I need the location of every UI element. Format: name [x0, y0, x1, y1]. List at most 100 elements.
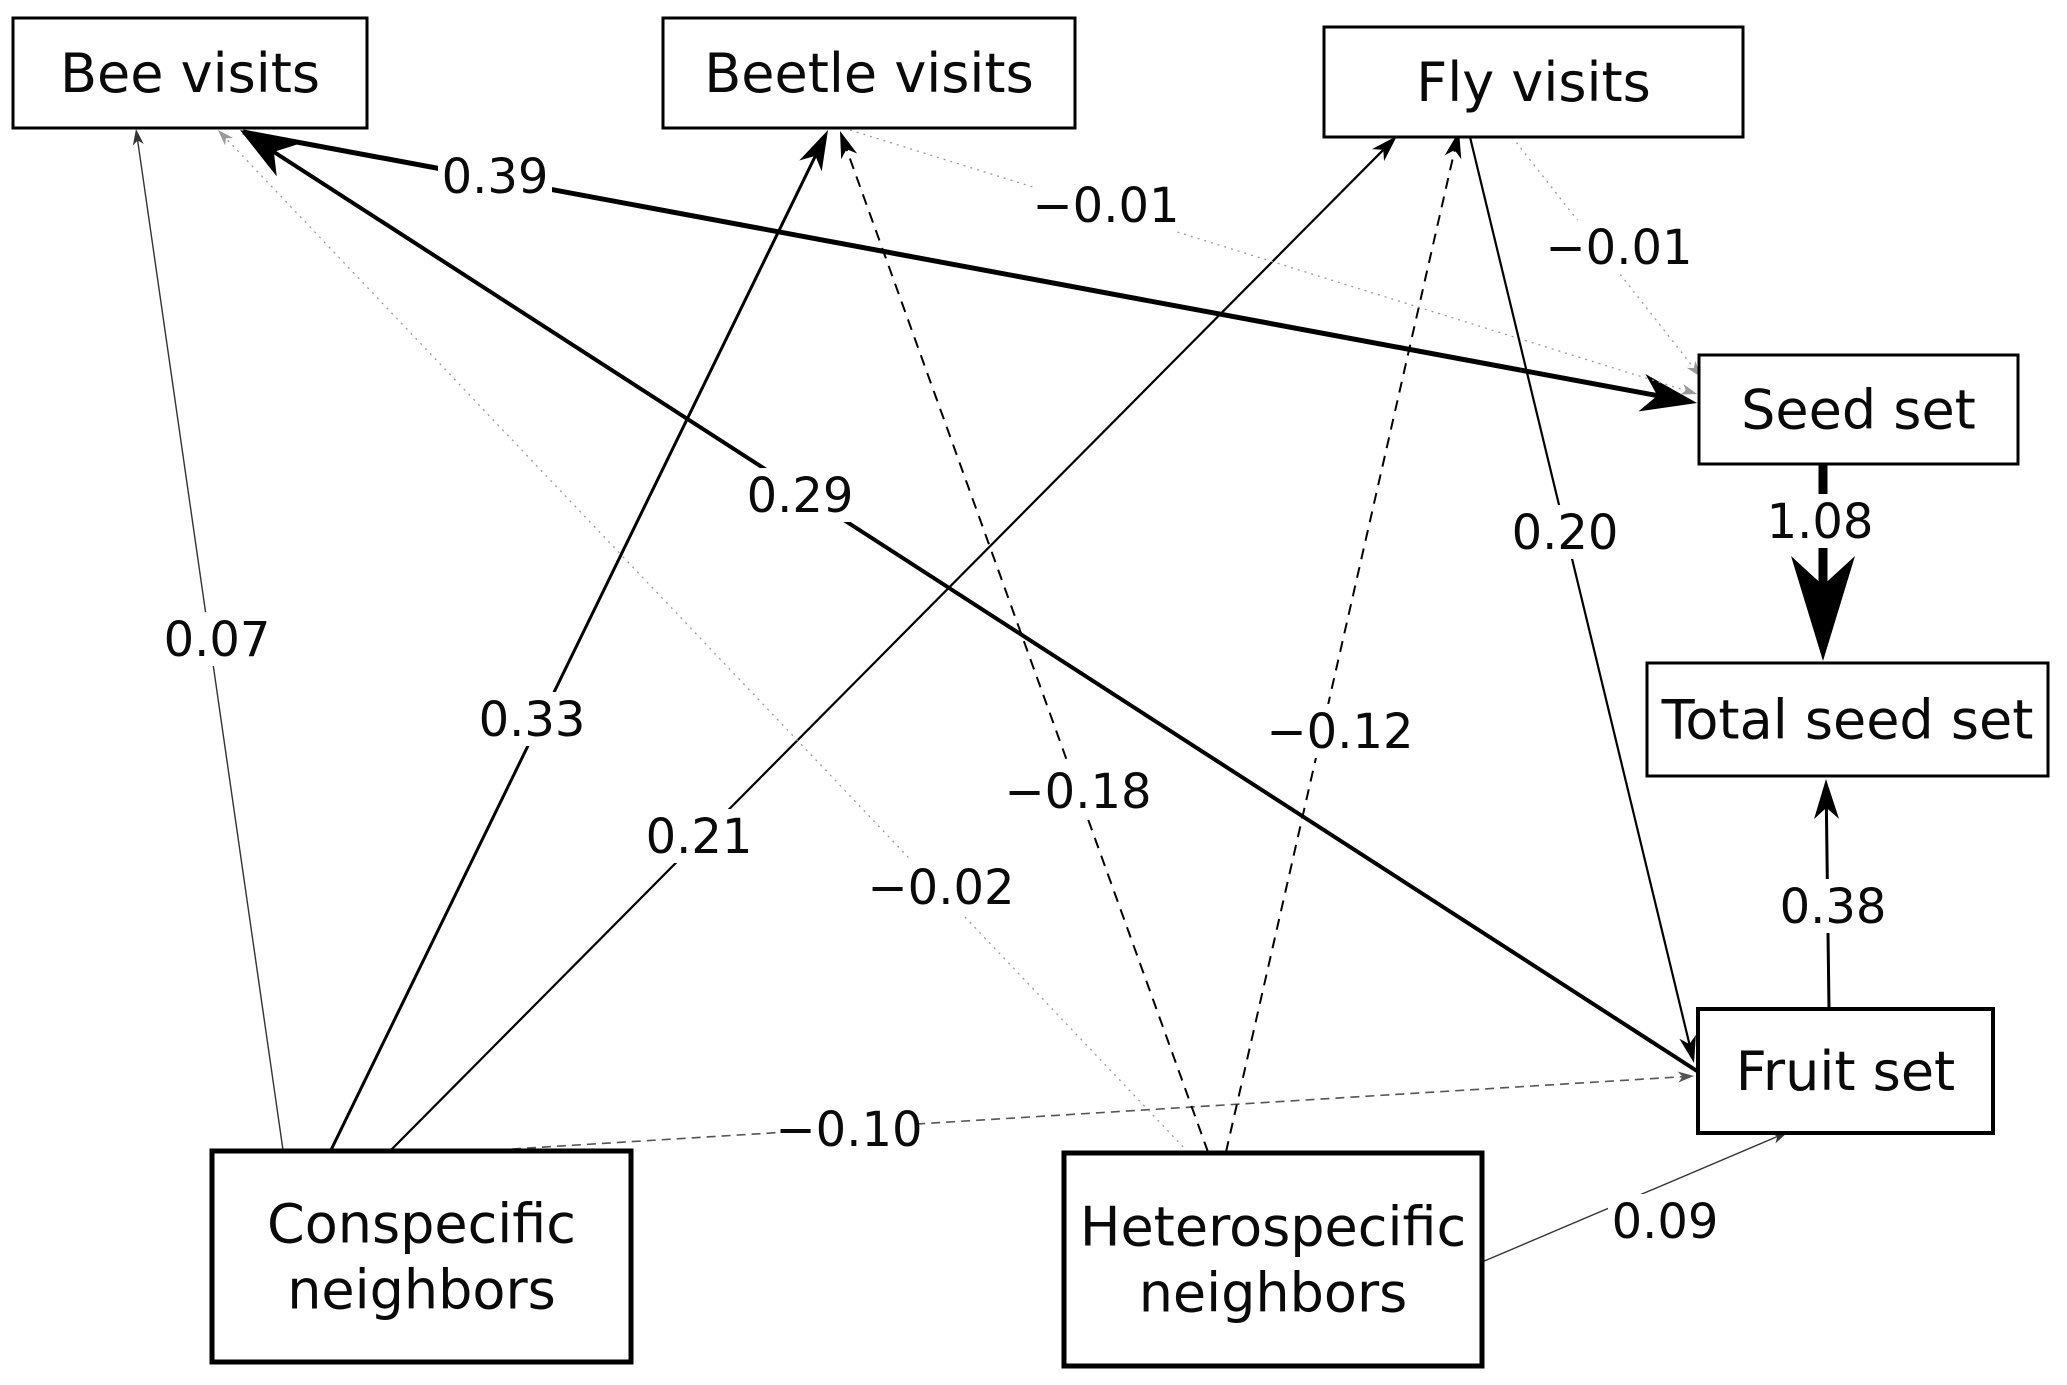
edge-beetle-to-seed	[849, 129, 1697, 395]
node-seed-set-label: Seed set	[1741, 379, 1976, 442]
node-fruit-set-box	[1696, 1007, 1995, 1135]
edge-fruit-to-bee-label-bg	[743, 468, 857, 522]
node-conspecific-neighbors-box	[209, 1148, 634, 1365]
edge-conspecific-to-beetle-value: 0.33	[479, 692, 586, 748]
node-heterospecific-neighbors-label-line2: neighbors	[1139, 1262, 1408, 1325]
node-total-seed-set: Total seed set	[1645, 661, 2050, 778]
edge-conspecific-to-bee-arrowhead	[132, 129, 144, 146]
edge-bee-to-seed-value: 0.39	[442, 149, 549, 205]
edge-fruit-to-bee-label: 0.29	[743, 468, 857, 524]
edge-conspecific-to-beetle	[329, 130, 828, 1151]
edge-fruit-to-total-label: 0.38	[1776, 879, 1890, 935]
edge-heterospecific-to-beetle-line	[845, 148, 1209, 1153]
node-fly-visits-box	[1322, 25, 1745, 139]
edge-beetle-to-seed-arrowhead	[1680, 383, 1697, 395]
edge-conspecific-to-beetle-line	[329, 154, 818, 1151]
edge-fly-to-seed-label-bg	[1549, 220, 1689, 274]
edge-fruit-to-total-label-bg	[1776, 879, 1890, 933]
edge-conspecific-to-bee-label: 0.07	[160, 612, 274, 668]
edge-heterospecific-to-fruit-value: 0.09	[1612, 1194, 1719, 1250]
node-beetle-visits-box	[661, 16, 1077, 130]
node-total-seed-set-label: Total seed set	[1661, 689, 2034, 752]
edge-seed-to-total-label: 1.08	[1763, 494, 1877, 550]
node-heterospecific-neighbors-box	[1061, 1150, 1485, 1369]
edge-seed-to-total-label-bg	[1763, 494, 1877, 548]
edge-beetle-to-seed-value: −0.01	[1032, 178, 1179, 234]
edge-conspecific-to-fly-label: 0.21	[642, 809, 756, 865]
edge-bee-to-seed-label-bg	[438, 149, 552, 203]
edge-fly-to-fruit-arrowhead	[1679, 1034, 1696, 1063]
edge-heterospecific-to-bee	[218, 130, 1189, 1153]
edge-heterospecific-to-beetle-arrowhead	[840, 131, 858, 160]
edge-fly-to-seed-label: −0.01	[1545, 220, 1693, 276]
edge-conspecific-to-fruit	[511, 1071, 1694, 1150]
edge-heterospecific-to-fruit-label: 0.09	[1608, 1194, 1722, 1250]
node-heterospecific-neighbors-label-line1: Heterospecific	[1080, 1196, 1466, 1259]
edge-conspecific-to-bee-value: 0.07	[164, 612, 271, 668]
edge-heterospecific-to-beetle-value: −0.18	[1004, 764, 1151, 820]
edge-heterospecific-to-fly-line	[1225, 149, 1456, 1153]
edge-heterospecific-to-bee-arrowhead	[218, 130, 234, 146]
edge-heterospecific-to-fly-label: −0.12	[1266, 704, 1414, 760]
edge-conspecific-to-beetle-arrowhead	[799, 130, 828, 172]
edge-conspecific-to-fruit-label-bg	[779, 1102, 919, 1156]
edge-conspecific-to-fruit-line	[511, 1075, 1683, 1150]
edge-conspecific-to-fly-value: 0.21	[646, 809, 753, 865]
edge-fruit-to-bee-arrowhead	[240, 130, 298, 177]
edge-fruit-to-bee	[240, 130, 1699, 1073]
node-beetle-visits-label: Beetle visits	[704, 42, 1033, 105]
edge-fly-to-fruit-value: 0.20	[1512, 505, 1619, 561]
edge-fly-to-fruit-label-bg	[1508, 505, 1622, 559]
node-fly-visits-label: Fly visits	[1416, 51, 1651, 114]
edge-fly-to-fruit-line	[1468, 136, 1691, 1045]
edge-seed-to-total-arrowhead	[1791, 556, 1855, 661]
edge-fly-to-seed-value: −0.01	[1545, 220, 1692, 276]
edge-conspecific-to-bee-label-bg	[160, 612, 274, 666]
edge-conspecific-to-fly-label-bg	[642, 809, 756, 863]
node-fruit-set-label: Fruit set	[1736, 1040, 1955, 1103]
edge-fruit-to-bee-line	[271, 149, 1699, 1073]
nodes-layer: Bee visits Beetle visits Fly visits Seed se…	[11, 16, 2050, 1369]
edge-fruit-to-total-value: 0.38	[1780, 879, 1887, 935]
edge-fly-to-fruit-label: 0.20	[1508, 505, 1622, 561]
edge-bee-to-seed-label: 0.39	[438, 149, 552, 205]
edge-heterospecific-to-beetle	[840, 131, 1209, 1153]
edge-bee-to-seed-arrowhead	[1638, 374, 1697, 412]
node-bee-visits: Bee visits	[11, 16, 369, 130]
edge-fly-to-seed-arrowhead	[1686, 361, 1701, 377]
node-conspecific-neighbors-label-line2: neighbors	[287, 1259, 556, 1322]
edge-heterospecific-to-bee-value: −0.02	[867, 860, 1014, 916]
node-bee-visits-label: Bee visits	[60, 42, 320, 105]
node-seed-set-box	[1697, 353, 2020, 466]
edge-heterospecific-to-bee-label: −0.02	[867, 860, 1015, 916]
edge-conspecific-to-fly-arrowhead	[1371, 136, 1397, 162]
edge-heterospecific-to-fruit-label-bg	[1608, 1194, 1722, 1248]
edge-heterospecific-to-bee-label-bg	[871, 860, 1011, 914]
edge-heterospecific-to-fly-value: −0.12	[1266, 704, 1413, 760]
edge-heterospecific-to-beetle-label: −0.18	[1004, 764, 1152, 820]
edge-fruit-to-total-arrowhead	[1814, 779, 1840, 820]
node-total-seed-set-box	[1645, 661, 2050, 778]
edge-conspecific-to-fruit-label: −0.10	[775, 1102, 923, 1158]
edge-beetle-to-seed-line	[849, 129, 1687, 392]
edge-beetle-to-seed-label-bg	[1036, 178, 1176, 232]
edge-fly-to-fruit	[1468, 136, 1696, 1063]
edge-heterospecific-to-fly-label-bg	[1270, 704, 1410, 758]
edge-heterospecific-to-beetle-label-bg	[1008, 764, 1148, 818]
edge-conspecific-to-beetle-label-bg	[475, 692, 589, 746]
edge-conspecific-to-fruit-arrowhead	[1677, 1071, 1694, 1083]
node-conspecific-neighbors-label-line1: Conspecific	[267, 1193, 576, 1256]
node-seed-set: Seed set	[1697, 353, 2020, 466]
edge-fruit-to-bee-value: 0.29	[747, 468, 854, 524]
node-bee-visits-box	[11, 16, 369, 130]
edge-labels-layer: 0.07 0.33 0.21 −0.10 −0.02 −0.18 −0.12 0.09 0.39…	[160, 149, 1890, 1250]
node-fruit-set: Fruit set	[1696, 1007, 1995, 1135]
node-beetle-visits: Beetle visits	[661, 16, 1077, 130]
edge-beetle-to-seed-label: −0.01	[1032, 178, 1180, 234]
edge-seed-to-total-value: 1.08	[1767, 494, 1874, 550]
edge-conspecific-to-fruit-value: −0.10	[775, 1102, 922, 1158]
